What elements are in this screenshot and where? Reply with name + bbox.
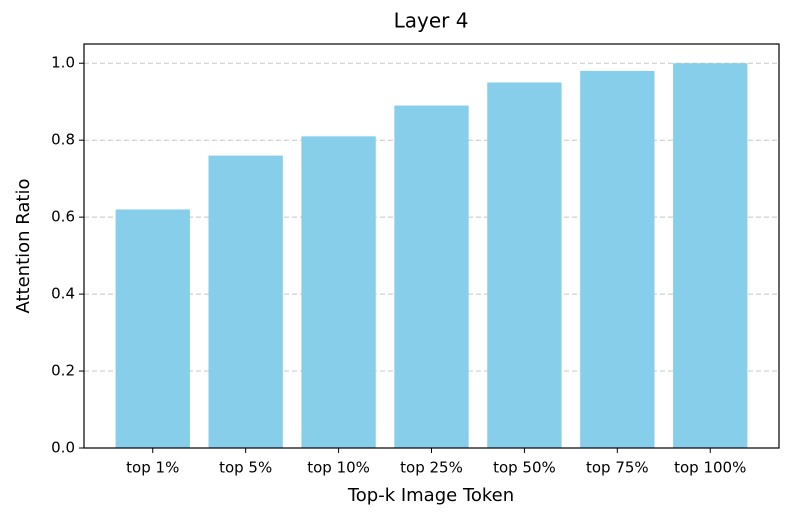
y-tick-label: 0.2 — [51, 362, 75, 380]
y-tick-label: 0.8 — [51, 131, 75, 149]
x-tick-label: top 75% — [586, 459, 649, 477]
bar — [394, 105, 469, 449]
bar — [673, 63, 748, 448]
x-axis-label: Top-k Image Token — [347, 485, 514, 506]
bar — [301, 136, 376, 449]
bar — [487, 82, 562, 448]
bar — [115, 209, 190, 448]
bar — [580, 70, 655, 448]
y-tick-label: 0.4 — [51, 285, 75, 303]
plot-frame — [83, 43, 780, 449]
x-tick-label: top 10% — [307, 459, 370, 477]
y-tick-label: 1.0 — [51, 54, 75, 72]
x-tick-label: top 1% — [126, 459, 179, 477]
x-tick-label: top 5% — [219, 459, 272, 477]
x-tick-label: top 100% — [674, 459, 746, 477]
y-tick-label: 0.0 — [51, 439, 75, 457]
bar — [208, 155, 283, 449]
y-tick-label: 0.6 — [51, 208, 75, 226]
x-tick-label: top 50% — [493, 459, 556, 477]
x-tick-label: top 25% — [400, 459, 463, 477]
chart-title: Layer 4 — [394, 9, 469, 33]
y-axis-label: Attention Ratio — [13, 178, 34, 313]
